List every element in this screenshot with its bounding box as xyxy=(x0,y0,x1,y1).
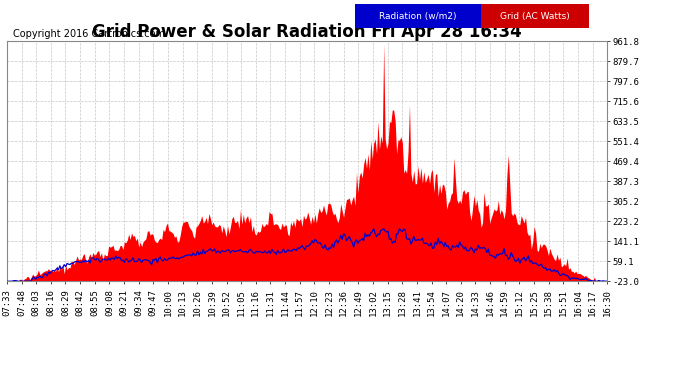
Text: Copyright 2016 Cartronics.com: Copyright 2016 Cartronics.com xyxy=(13,29,165,39)
Bar xyxy=(481,4,589,28)
Text: Radiation (w/m2): Radiation (w/m2) xyxy=(380,12,457,21)
Text: Grid (AC Watts): Grid (AC Watts) xyxy=(500,12,570,21)
Bar xyxy=(355,4,481,28)
Title: Grid Power & Solar Radiation Fri Apr 28 16:34: Grid Power & Solar Radiation Fri Apr 28 … xyxy=(92,23,522,41)
